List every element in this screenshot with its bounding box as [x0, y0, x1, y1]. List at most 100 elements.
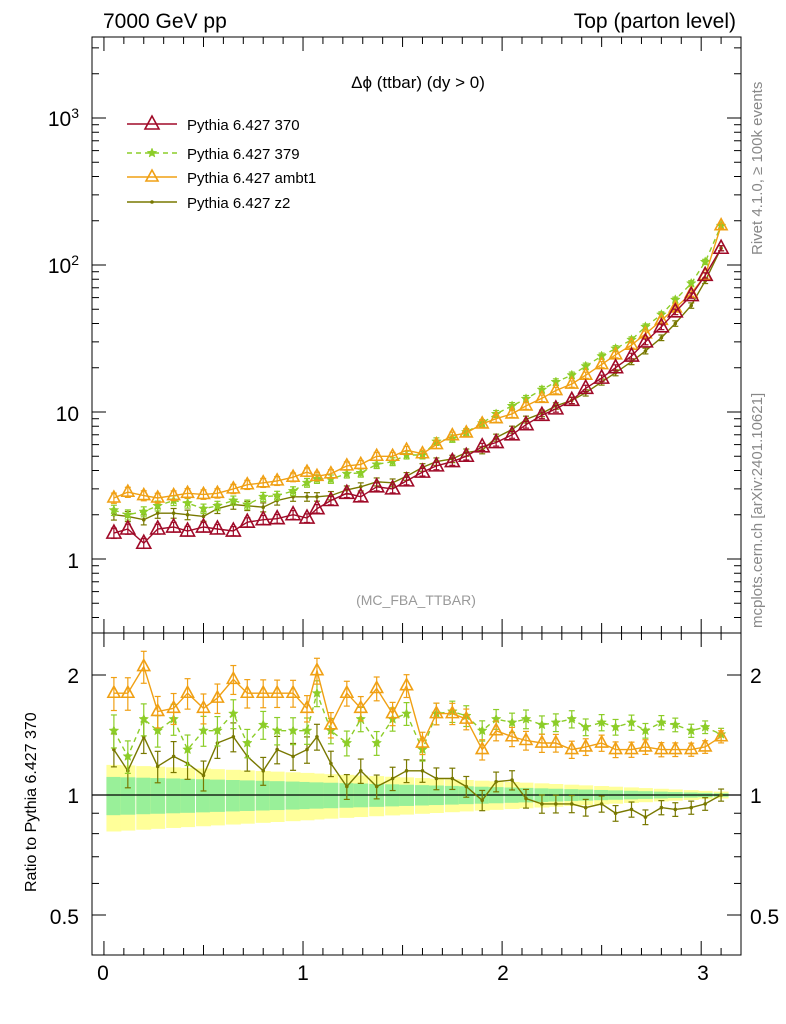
- stat-uncertainty-band-inner: [150, 778, 166, 814]
- x-tick-label-3: 3: [697, 962, 709, 985]
- stat-uncertainty-band-inner: [239, 780, 255, 811]
- x-tick-label-0: 0: [97, 962, 109, 985]
- ratio-point-z2: [629, 807, 634, 812]
- ratio-point-z2: [659, 805, 664, 810]
- ratio-point-z2: [315, 734, 319, 739]
- ratio-line-z2: [113, 735, 722, 818]
- ratio-y-axis-label: Ratio to Pythia 6.427 370: [23, 712, 40, 892]
- main-point-379: [241, 498, 253, 510]
- ratio-point-z2: [171, 754, 176, 759]
- legend-entry-370: Pythia 6.427 370: [127, 114, 300, 134]
- main-point-370: [179, 521, 196, 537]
- ratio-panel-frame: [91, 632, 742, 956]
- main-panel-ticks: [92, 37, 742, 633]
- ratio-point-z2: [494, 779, 498, 784]
- ratio-point-z2: [305, 747, 309, 752]
- main-point-ambt1: [166, 486, 181, 501]
- ratio-point-z2: [329, 761, 333, 766]
- main-point-370: [268, 509, 286, 525]
- main-point-370: [384, 479, 401, 495]
- ratio-point-ambt1: [239, 684, 255, 699]
- stat-uncertainty-band-inner: [120, 777, 136, 815]
- ratio-point-379: [596, 716, 608, 728]
- ratio-point-379: [108, 725, 120, 736]
- legend: Pythia 6.427 370 Pythia 6.427 379 Pythia 6…: [127, 114, 316, 212]
- main-point-z2: [643, 349, 648, 353]
- main-point-ambt1: [369, 447, 385, 462]
- ratio-point-z2: [358, 769, 363, 773]
- ratio-point-ambt1: [683, 740, 699, 755]
- ratio-point-z2: [374, 784, 379, 789]
- ratio-point-379: [241, 737, 253, 748]
- main-point-z2: [141, 517, 146, 522]
- main-point-370: [368, 477, 386, 493]
- ratio-point-ambt1: [504, 728, 520, 742]
- legend-entry-379: Pythia 6.427 379: [127, 146, 300, 163]
- stat-uncertainty-band-inner: [106, 776, 122, 816]
- main-point-370: [593, 368, 610, 384]
- main-point-ambt1: [285, 468, 301, 483]
- main-panel: 1 10 102 103 Δϕ (ttbar) (dy > 0) (MC_FBA…: [48, 36, 742, 634]
- ratio-point-ambt1: [594, 734, 609, 748]
- ratio-point-ambt1: [399, 677, 414, 691]
- uncertainty-bands: [106, 764, 729, 832]
- main-series-370: [105, 238, 730, 550]
- ratio-point-ambt1: [255, 684, 271, 699]
- main-point-370: [577, 378, 595, 395]
- legend-marker-ambt1: [144, 168, 160, 182]
- main-point-379: [257, 491, 269, 502]
- ratio-point-379: [685, 725, 697, 736]
- main-point-370: [487, 432, 505, 449]
- ratio-point-ambt1: [353, 699, 369, 714]
- ratio-point-ambt1: [196, 699, 211, 714]
- ratio-point-379: [550, 716, 562, 728]
- main-point-379: [227, 494, 239, 506]
- ratio-point-z2: [689, 805, 694, 810]
- ratio-point-ambt1: [534, 734, 550, 748]
- ratio-point-379: [506, 716, 518, 728]
- main-point-z2: [358, 484, 363, 489]
- main-point-370: [195, 517, 212, 533]
- stat-uncertainty-band-inner: [196, 779, 211, 813]
- ratio-point-z2: [569, 802, 574, 806]
- ratio-point-379: [371, 737, 383, 748]
- ratio-point-379: [212, 725, 223, 736]
- ratio-point-ambt1: [299, 699, 315, 714]
- main-point-370: [457, 446, 475, 463]
- ratio-point-ambt1: [136, 657, 152, 672]
- ratio-point-ambt1: [697, 738, 713, 752]
- main-point-z2: [261, 505, 266, 510]
- main-point-ambt1: [225, 480, 241, 494]
- main-point-370: [653, 317, 670, 333]
- ratio-point-ambt1: [429, 704, 444, 719]
- ratio-point-379: [152, 725, 164, 736]
- main-point-z2: [673, 321, 678, 326]
- ratio-point-379: [610, 721, 621, 732]
- ratio-point-z2: [404, 769, 409, 773]
- main-point-370: [105, 523, 123, 539]
- main-point-ambt1: [548, 381, 564, 396]
- ratio-point-379: [287, 725, 299, 736]
- ratio-point-ambt1: [667, 740, 683, 755]
- energy-label: 7000 GeV pp: [103, 10, 227, 33]
- main-point-ambt1: [504, 405, 520, 419]
- main-point-370: [322, 490, 340, 507]
- ratio-point-ambt1: [309, 662, 325, 676]
- ratio-point-z2: [613, 811, 618, 816]
- ratio-point-z2: [643, 815, 648, 819]
- main-y-tick-label-10: 10: [56, 403, 79, 426]
- main-point-370: [533, 405, 551, 422]
- stat-uncertainty-band-inner: [180, 778, 196, 813]
- ratio-point-ambt1: [578, 738, 594, 752]
- ratio-point-ambt1: [624, 740, 639, 755]
- ratio-point-379: [476, 725, 488, 736]
- ratio-point-379: [536, 719, 548, 730]
- main-point-379: [122, 509, 134, 520]
- ratio-point-379: [640, 725, 651, 736]
- stat-uncertainty-band-inner: [255, 780, 271, 811]
- ratio-point-ambt1: [269, 684, 285, 699]
- main-point-379: [355, 467, 367, 478]
- main-point-ambt1: [638, 325, 653, 339]
- main-point-z2: [185, 512, 190, 517]
- ratio-point-ambt1: [166, 699, 181, 714]
